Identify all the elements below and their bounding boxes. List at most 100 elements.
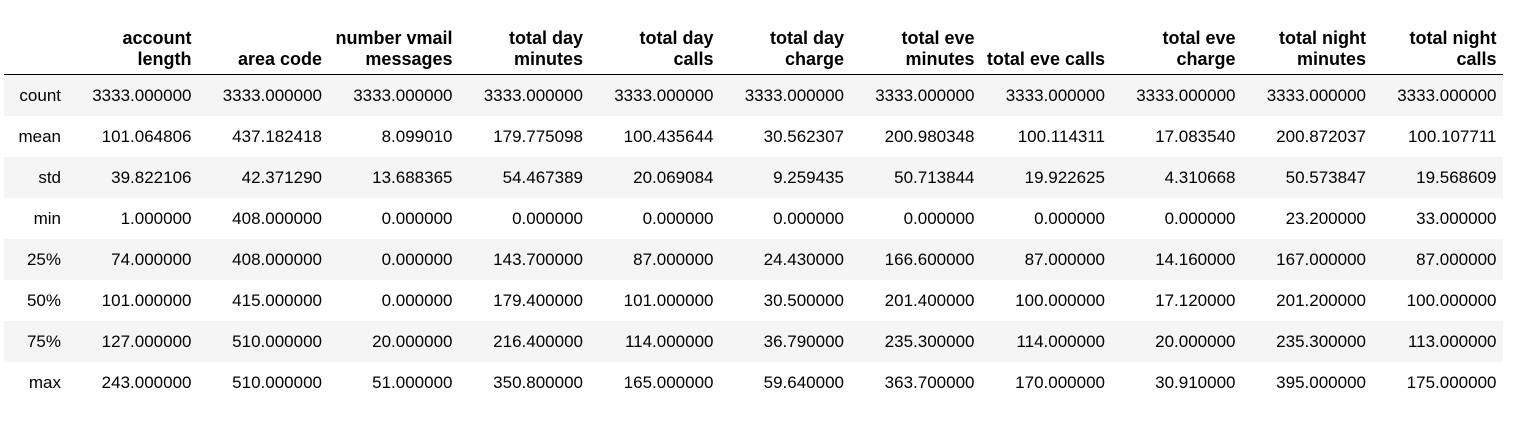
table-cell: 59.640000 bbox=[763, 372, 844, 392]
table-cell: 50.713844 bbox=[894, 167, 975, 187]
column-header: total night calls bbox=[1372, 4, 1503, 75]
table-cell: 17.083540 bbox=[1155, 126, 1236, 146]
table-cell: 167.000000 bbox=[1276, 249, 1366, 269]
table-cell: 51.000000 bbox=[372, 372, 453, 392]
table-cell: 54.467389 bbox=[502, 167, 583, 187]
table-cell: 30.562307 bbox=[763, 126, 844, 146]
table-cell: 3333.000000 bbox=[1136, 85, 1236, 105]
table-cell: 100.435644 bbox=[623, 126, 714, 146]
table-cell: 19.922625 bbox=[1024, 167, 1105, 187]
row-index-label: 25% bbox=[26, 249, 61, 269]
table-cell: 4.310668 bbox=[1164, 167, 1236, 187]
table-cell: 101.000000 bbox=[101, 290, 192, 310]
table-cell: 243.000000 bbox=[101, 372, 192, 392]
table-row: count 3333.000000 3333.000000 3333.000000 33… bbox=[4, 74, 1503, 116]
table-cell: 20.000000 bbox=[372, 331, 453, 351]
row-index-label: max bbox=[28, 372, 61, 392]
table-row: max 243.000000 510.000000 51.000000 350.8000… bbox=[4, 362, 1503, 403]
table-cell: 100.114311 bbox=[1017, 126, 1105, 146]
table-row: 75% 127.000000 510.000000 20.000000 216.4000… bbox=[4, 321, 1503, 362]
table-cell: 3333.000000 bbox=[92, 85, 192, 105]
table-cell: 0.000000 bbox=[381, 249, 453, 269]
table-cell: 0.000000 bbox=[512, 208, 583, 228]
table-cell: 235.300000 bbox=[884, 331, 975, 351]
table-body: count 3333.000000 3333.000000 3333.000000 33… bbox=[4, 74, 1503, 403]
table-cell: 510.000000 bbox=[232, 372, 322, 392]
table-cell: 19.568609 bbox=[1416, 167, 1497, 187]
row-index-label: std bbox=[38, 167, 61, 187]
column-header: account length bbox=[67, 4, 198, 75]
row-index-label: 75% bbox=[26, 331, 61, 351]
table-cell: 24.430000 bbox=[763, 249, 844, 269]
table-cell: 17.120000 bbox=[1155, 290, 1236, 310]
dataframe-table: account length area code number vmail mess… bbox=[4, 4, 1503, 403]
table-cell: 200.872037 bbox=[1276, 126, 1366, 146]
table-cell: 30.910000 bbox=[1155, 372, 1236, 392]
table-cell: 114.000000 bbox=[624, 331, 714, 351]
table-cell: 216.400000 bbox=[493, 331, 583, 351]
row-index-label: min bbox=[33, 208, 61, 228]
table-cell: 175.000000 bbox=[1406, 372, 1497, 392]
table-cell: 363.700000 bbox=[884, 372, 975, 392]
table-cell: 100.000000 bbox=[1015, 290, 1105, 310]
header-row: account length area code number vmail mess… bbox=[4, 4, 1503, 75]
table-cell: 415.000000 bbox=[232, 290, 322, 310]
table-cell: 179.400000 bbox=[493, 290, 583, 310]
table-cell: 33.000000 bbox=[1416, 208, 1497, 228]
table-cell: 3333.000000 bbox=[483, 85, 583, 105]
table-cell: 20.000000 bbox=[1155, 331, 1236, 351]
column-header: total day minutes bbox=[458, 4, 589, 75]
table-cell: 3333.000000 bbox=[222, 85, 322, 105]
table-cell: 165.000000 bbox=[623, 372, 714, 392]
row-index-label: count bbox=[19, 85, 61, 105]
table-cell: 101.000000 bbox=[623, 290, 714, 310]
table-cell: 170.000000 bbox=[1015, 372, 1105, 392]
column-header: area code bbox=[197, 4, 328, 75]
table-cell: 30.500000 bbox=[763, 290, 844, 310]
table-row: min 1.000000 408.000000 0.000000 0.000000 0.0… bbox=[4, 198, 1503, 239]
table-cell: 13.688365 bbox=[372, 167, 453, 187]
table-cell: 39.822106 bbox=[111, 167, 192, 187]
table-cell: 36.790000 bbox=[763, 331, 844, 351]
table-row: mean 101.064806 437.182418 8.099010 179.7750… bbox=[4, 116, 1503, 157]
table-cell: 510.000000 bbox=[232, 331, 322, 351]
table-cell: 42.371290 bbox=[241, 167, 322, 187]
table-cell: 87.000000 bbox=[1024, 249, 1105, 269]
table-cell: 3333.000000 bbox=[1266, 85, 1366, 105]
table-cell: 200.980348 bbox=[884, 126, 975, 146]
table-cell: 201.200000 bbox=[1276, 290, 1366, 310]
table-cell: 201.400000 bbox=[884, 290, 975, 310]
index-header bbox=[4, 4, 67, 75]
column-header: total day charge bbox=[719, 4, 850, 75]
table-row: 50% 101.000000 415.000000 0.000000 179.40000… bbox=[4, 280, 1503, 321]
table-cell: 127.000000 bbox=[101, 331, 192, 351]
table-cell: 50.573847 bbox=[1285, 167, 1366, 187]
table-cell: 14.160000 bbox=[1155, 249, 1236, 269]
table-cell: 3333.000000 bbox=[353, 85, 453, 105]
table-cell: 100.107711 bbox=[1407, 126, 1497, 146]
table-cell: 3333.000000 bbox=[875, 85, 975, 105]
table-row: std 39.822106 42.371290 13.688365 54.467389 2… bbox=[4, 157, 1503, 198]
table-cell: 3333.000000 bbox=[1397, 85, 1497, 105]
table-cell: 87.000000 bbox=[1416, 249, 1497, 269]
table-cell: 0.000000 bbox=[381, 290, 453, 310]
table-cell: 235.300000 bbox=[1276, 331, 1366, 351]
table-cell: 1.000000 bbox=[120, 208, 192, 228]
table-cell: 113.000000 bbox=[1407, 331, 1497, 351]
table-cell: 0.000000 bbox=[1034, 208, 1105, 228]
table-cell: 3333.000000 bbox=[744, 85, 844, 105]
column-header: total eve minutes bbox=[850, 4, 981, 75]
table-cell: 408.000000 bbox=[232, 208, 322, 228]
column-header: number vmail messages bbox=[328, 4, 459, 75]
table-cell: 87.000000 bbox=[633, 249, 714, 269]
table-cell: 3333.000000 bbox=[614, 85, 714, 105]
table-cell: 0.000000 bbox=[773, 208, 844, 228]
table-cell: 9.259435 bbox=[773, 167, 844, 187]
table-cell: 179.775098 bbox=[493, 126, 583, 146]
table-header: account length area code number vmail mess… bbox=[4, 4, 1503, 75]
table-cell: 8.099010 bbox=[381, 126, 453, 146]
table-cell: 395.000000 bbox=[1276, 372, 1366, 392]
table-cell: 408.000000 bbox=[232, 249, 322, 269]
table-row: 25% 74.000000 408.000000 0.000000 143.700000… bbox=[4, 239, 1503, 280]
table-cell: 143.700000 bbox=[493, 249, 583, 269]
